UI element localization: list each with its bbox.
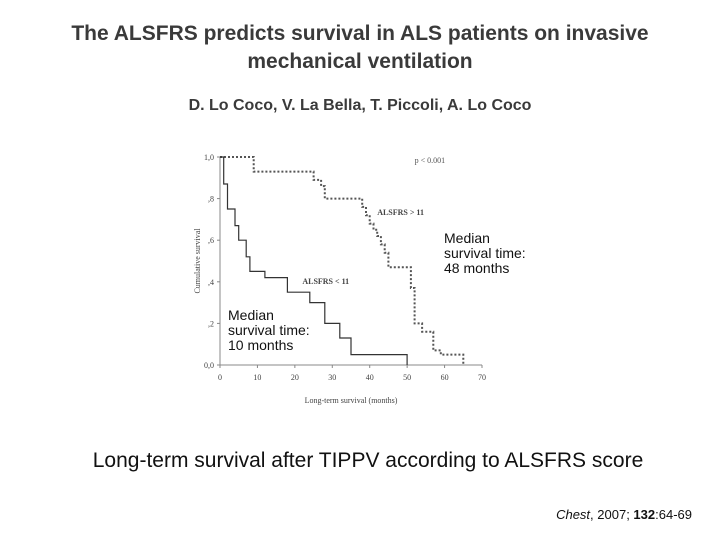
y-tick-label: ,8	[208, 195, 214, 204]
figure-caption: Long-term survival after TIPPV according…	[92, 449, 644, 472]
y-tick-label: ,2	[208, 319, 214, 328]
citation-volume: 132	[633, 507, 656, 522]
y-tick-label: 0,0	[204, 361, 214, 370]
x-tick-label: 40	[366, 373, 374, 382]
authors-line: D. Lo Coco, V. La Bella, T. Piccoli, A. …	[188, 97, 532, 114]
annotation-line: survival time:	[444, 245, 526, 261]
y-axis-label: Cumulative survival	[193, 228, 202, 294]
citation-journal: Chest	[556, 507, 591, 522]
median-annotation-high: Median survival time: 48 months	[444, 231, 526, 276]
citation-year: , 2007;	[590, 507, 634, 522]
x-tick-label: 50	[403, 373, 411, 382]
annotation-line: 10 months	[228, 337, 294, 353]
y-tick-label: ,6	[208, 236, 214, 245]
median-annotation-low: Median survival time: 10 months	[228, 308, 310, 353]
citation-pages: :64-69	[655, 507, 692, 522]
x-tick-label: 10	[253, 373, 261, 382]
series-label: ALSFRS > 11	[377, 208, 424, 217]
x-tick-label: 60	[441, 373, 449, 382]
annotation-line: 48 months	[444, 260, 510, 276]
annotation-line: Median	[444, 230, 490, 246]
survival-chart: 0,0 ,2 ,4 ,6 ,8 1,0 0 10 20 30 40 50 60 70 Long-term s…	[193, 153, 486, 405]
y-tick-label: ,4	[208, 278, 214, 287]
x-axis-label: Long-term survival (months)	[305, 396, 398, 405]
x-tick-label: 0	[218, 373, 222, 382]
survival-curve-low	[220, 156, 408, 365]
x-tick-label: 20	[291, 373, 299, 382]
annotation-line: Median	[228, 307, 274, 323]
annotation-line: survival time:	[228, 322, 310, 338]
citation: Chest, 2007; 132:64-69	[556, 507, 692, 522]
slide-title: The ALSFRS predicts survival in ALS pati…	[71, 22, 649, 73]
series-label: ALSFRS < 11	[302, 277, 349, 286]
x-tick-label: 30	[328, 373, 336, 382]
survival-curve-high	[220, 156, 465, 365]
y-tick-label: 1,0	[204, 153, 214, 162]
x-tick-label: 70	[478, 373, 486, 382]
p-value-label: p < 0.001	[415, 156, 446, 165]
